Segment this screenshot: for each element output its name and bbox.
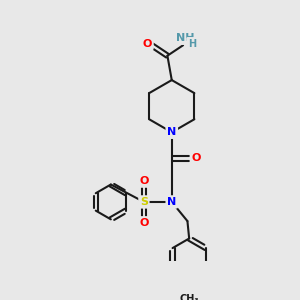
- Text: O: O: [191, 153, 201, 164]
- Text: O: O: [143, 38, 152, 49]
- Text: CH₃: CH₃: [179, 294, 199, 300]
- Text: O: O: [139, 176, 148, 186]
- Text: NH: NH: [176, 33, 194, 43]
- Text: N: N: [167, 127, 176, 137]
- Text: O: O: [139, 218, 148, 228]
- Text: N: N: [167, 197, 176, 207]
- Text: S: S: [140, 197, 148, 207]
- Text: H: H: [188, 38, 196, 49]
